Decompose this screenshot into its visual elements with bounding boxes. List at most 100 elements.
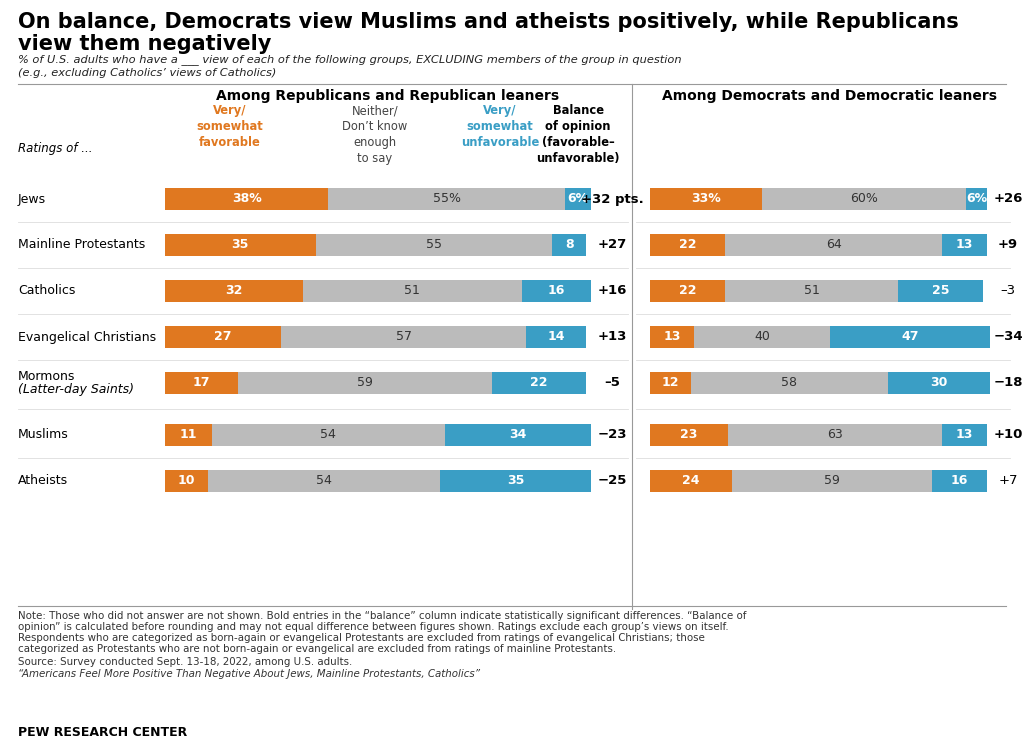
- Bar: [239, 372, 492, 394]
- Text: −25: −25: [597, 475, 627, 487]
- Text: Jews: Jews: [18, 193, 46, 205]
- Text: Among Democrats and Democratic leaners: Among Democrats and Democratic leaners: [663, 89, 997, 103]
- Text: 30: 30: [931, 376, 947, 390]
- Text: 33%: 33%: [691, 193, 721, 205]
- Text: +7: +7: [998, 475, 1018, 487]
- Text: −34: −34: [993, 330, 1023, 344]
- Text: 24: 24: [682, 475, 699, 487]
- Text: 63: 63: [827, 429, 843, 441]
- Text: +26: +26: [993, 193, 1023, 205]
- Text: 8: 8: [565, 239, 573, 251]
- Bar: [830, 326, 990, 348]
- Text: –3: –3: [1000, 284, 1016, 298]
- Text: +16: +16: [597, 284, 627, 298]
- Text: 6%: 6%: [567, 193, 589, 205]
- Text: 54: 54: [321, 429, 336, 441]
- Text: 54: 54: [316, 475, 332, 487]
- Bar: [165, 280, 303, 302]
- Bar: [650, 234, 725, 256]
- Text: 6%: 6%: [966, 193, 987, 205]
- Bar: [650, 188, 762, 210]
- Text: 59: 59: [824, 475, 840, 487]
- Text: +10: +10: [993, 429, 1023, 441]
- Text: On balance, Democrats view Muslims and atheists positively, while Republicans: On balance, Democrats view Muslims and a…: [18, 12, 958, 32]
- Text: 64: 64: [825, 239, 842, 251]
- Text: Muslims: Muslims: [18, 429, 69, 441]
- Bar: [165, 188, 329, 210]
- Bar: [650, 470, 731, 492]
- Text: 55: 55: [426, 239, 441, 251]
- Text: opinion” is calculated before rounding and may not equal difference between figu: opinion” is calculated before rounding a…: [18, 622, 729, 632]
- Text: 57: 57: [395, 330, 412, 344]
- Text: 14: 14: [548, 330, 565, 344]
- Text: 25: 25: [932, 284, 949, 298]
- Text: 35: 35: [507, 475, 524, 487]
- Text: –5: –5: [604, 376, 620, 390]
- Bar: [725, 280, 898, 302]
- Text: Atheists: Atheists: [18, 475, 69, 487]
- Bar: [165, 470, 208, 492]
- Text: 22: 22: [530, 376, 548, 390]
- Text: 59: 59: [357, 376, 373, 390]
- Text: 10: 10: [178, 475, 196, 487]
- Text: Very/
somewhat
unfavorable: Very/ somewhat unfavorable: [461, 104, 539, 149]
- Text: +13: +13: [597, 330, 627, 344]
- Text: Very/
somewhat
favorable: Very/ somewhat favorable: [197, 104, 263, 149]
- Text: 40: 40: [755, 330, 770, 344]
- Text: 16: 16: [548, 284, 565, 298]
- Bar: [208, 470, 440, 492]
- Text: 32: 32: [225, 284, 243, 298]
- Bar: [650, 424, 728, 446]
- Text: Balance
of opinion
(favorable–
unfavorable): Balance of opinion (favorable– unfavorab…: [537, 104, 620, 165]
- Bar: [650, 326, 694, 348]
- Text: 13: 13: [664, 330, 681, 344]
- Text: (Latter-day Saints): (Latter-day Saints): [18, 383, 134, 397]
- Text: 11: 11: [180, 429, 198, 441]
- Bar: [762, 188, 967, 210]
- Bar: [444, 424, 591, 446]
- Text: PEW RESEARCH CENTER: PEW RESEARCH CENTER: [18, 726, 187, 739]
- Text: 58: 58: [781, 376, 798, 390]
- Bar: [212, 424, 444, 446]
- Text: Note: Those who did not answer are not shown. Bold entries in the “balance” colu: Note: Those who did not answer are not s…: [18, 611, 746, 621]
- Bar: [942, 234, 986, 256]
- Text: 60%: 60%: [850, 193, 879, 205]
- Bar: [329, 188, 565, 210]
- Bar: [728, 424, 942, 446]
- Text: 22: 22: [679, 239, 696, 251]
- Text: Mainline Protestants: Mainline Protestants: [18, 239, 145, 251]
- Text: 34: 34: [509, 429, 526, 441]
- Bar: [303, 280, 522, 302]
- Text: Evangelical Christians: Evangelical Christians: [18, 330, 156, 344]
- Text: 16: 16: [950, 475, 968, 487]
- Text: 23: 23: [680, 429, 697, 441]
- Text: 13: 13: [955, 429, 973, 441]
- Text: −23: −23: [597, 429, 627, 441]
- Text: Catholics: Catholics: [18, 284, 76, 298]
- Text: Ratings of ...: Ratings of ...: [18, 142, 92, 155]
- Text: Neither/
Don’t know
enough
to say: Neither/ Don’t know enough to say: [342, 104, 408, 165]
- Bar: [552, 234, 587, 256]
- Bar: [691, 372, 888, 394]
- Bar: [694, 326, 830, 348]
- Bar: [650, 280, 725, 302]
- Bar: [725, 234, 942, 256]
- Text: % of U.S. adults who have a ___ view of each of the following groups, EXCLUDING : % of U.S. adults who have a ___ view of …: [18, 54, 682, 65]
- Text: 17: 17: [193, 376, 210, 390]
- Text: 55%: 55%: [433, 193, 461, 205]
- Text: +27: +27: [597, 239, 627, 251]
- Text: 38%: 38%: [231, 193, 261, 205]
- Text: 27: 27: [214, 330, 231, 344]
- Bar: [165, 424, 212, 446]
- Text: “Americans Feel More Positive Than Negative About Jews, Mainline Protestants, Ca: “Americans Feel More Positive Than Negat…: [18, 669, 480, 679]
- Text: Respondents who are categorized as born-again or evangelical Protestants are exc: Respondents who are categorized as born-…: [18, 633, 705, 643]
- Bar: [967, 188, 986, 210]
- Text: 51: 51: [804, 284, 819, 298]
- Bar: [282, 326, 526, 348]
- Bar: [565, 188, 591, 210]
- Bar: [932, 470, 986, 492]
- Text: Source: Survey conducted Sept. 13-18, 2022, among U.S. adults.: Source: Survey conducted Sept. 13-18, 20…: [18, 657, 352, 667]
- Bar: [526, 326, 587, 348]
- Text: (e.g., excluding Catholics’ views of Catholics): (e.g., excluding Catholics’ views of Cat…: [18, 68, 276, 78]
- Bar: [731, 470, 932, 492]
